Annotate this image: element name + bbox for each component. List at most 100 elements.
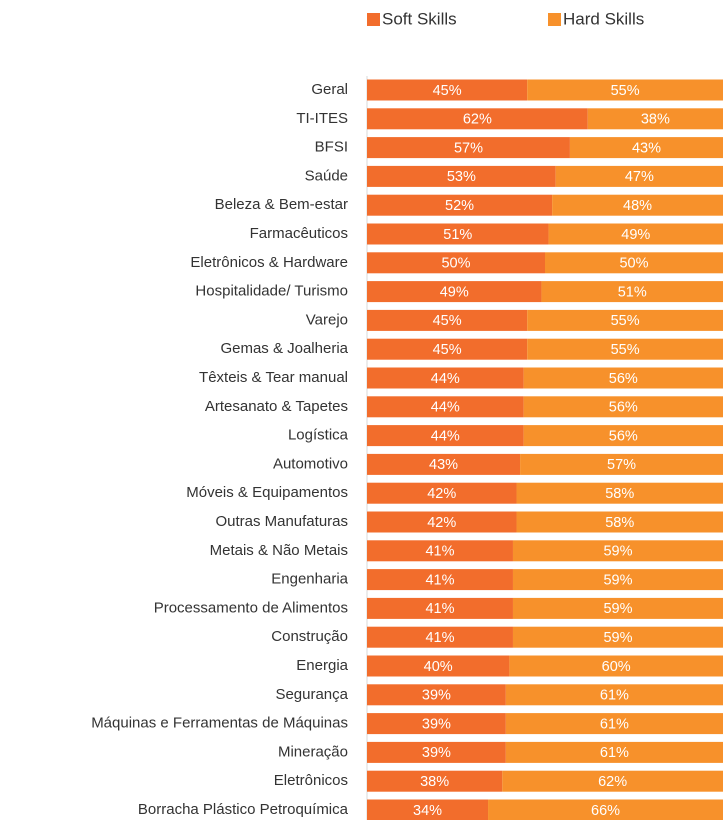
value-label: 43% bbox=[429, 457, 458, 473]
value-label: 48% bbox=[623, 198, 652, 214]
bar-segment bbox=[512, 626, 723, 648]
bar-segment bbox=[367, 194, 553, 216]
y-tick-label: Construção bbox=[271, 628, 348, 645]
bar-segment bbox=[505, 713, 723, 735]
value-label: 44% bbox=[431, 428, 460, 444]
bar-segment bbox=[505, 741, 723, 763]
value-label: 44% bbox=[431, 371, 460, 387]
bar-segment bbox=[555, 165, 723, 187]
value-label: 42% bbox=[427, 486, 456, 502]
y-tick-label: Máquinas e Ferramentas de Máquinas bbox=[91, 715, 348, 732]
bar-segment bbox=[367, 396, 524, 418]
value-label: 50% bbox=[619, 256, 648, 272]
value-label: 34% bbox=[413, 803, 442, 819]
value-label: 38% bbox=[420, 774, 449, 790]
value-label: 45% bbox=[433, 342, 462, 358]
bar-segment bbox=[367, 309, 528, 331]
bar-segment bbox=[367, 165, 556, 187]
bar-segment bbox=[367, 108, 588, 130]
bar-segment bbox=[541, 281, 723, 303]
y-tick-label: Eletrônicos bbox=[274, 772, 348, 789]
bar-segment bbox=[527, 309, 723, 331]
bar-segment bbox=[367, 281, 542, 303]
bar-segment bbox=[367, 425, 524, 447]
bar-segment bbox=[502, 770, 723, 792]
bar-segment bbox=[523, 396, 723, 418]
y-tick-label: Mineração bbox=[278, 743, 348, 760]
bar-segment bbox=[569, 137, 723, 159]
bar-segment bbox=[512, 540, 723, 562]
bar-segment bbox=[505, 684, 723, 706]
bar-segment bbox=[367, 655, 510, 677]
bar-segment bbox=[367, 338, 528, 360]
value-label: 59% bbox=[603, 572, 632, 588]
y-tick-label: Processamento de Alimentos bbox=[154, 599, 348, 616]
y-tick-label: Têxteis & Tear manual bbox=[199, 369, 348, 386]
y-tick-label: Hospitalidade/ Turismo bbox=[195, 283, 348, 300]
value-label: 61% bbox=[600, 688, 629, 704]
bar-segment bbox=[367, 626, 513, 648]
value-label: 59% bbox=[603, 544, 632, 560]
value-label: 58% bbox=[605, 515, 634, 531]
bar-segment bbox=[587, 108, 723, 130]
value-label: 41% bbox=[425, 544, 454, 560]
bar-segment bbox=[367, 713, 506, 735]
bar-segment bbox=[548, 223, 723, 245]
value-label: 39% bbox=[422, 745, 451, 761]
y-tick-label: Logística bbox=[288, 427, 349, 444]
y-tick-label: TI-ITES bbox=[296, 110, 348, 127]
legend-label: Soft Skills bbox=[382, 9, 457, 28]
y-tick-label: Energia bbox=[296, 657, 348, 674]
value-label: 38% bbox=[641, 112, 670, 128]
bar-segment bbox=[367, 223, 549, 245]
value-label: 57% bbox=[607, 457, 636, 473]
value-label: 56% bbox=[609, 428, 638, 444]
y-tick-label: Saúde bbox=[305, 167, 348, 184]
value-label: 57% bbox=[454, 140, 483, 156]
value-label: 55% bbox=[611, 83, 640, 99]
value-label: 51% bbox=[443, 227, 472, 243]
bar-segment bbox=[367, 540, 513, 562]
bar-segment bbox=[545, 252, 723, 274]
y-tick-label: Borracha Plástico Petroquímica bbox=[138, 801, 349, 818]
bar-segment bbox=[509, 655, 723, 677]
bar-segment bbox=[516, 482, 723, 504]
bar-segment bbox=[523, 425, 723, 447]
value-label: 49% bbox=[440, 284, 469, 300]
y-tick-label: Metais & Não Metais bbox=[210, 542, 348, 559]
bar-segment bbox=[367, 597, 513, 619]
y-tick-label: Móveis & Equipamentos bbox=[186, 484, 348, 501]
value-label: 41% bbox=[425, 601, 454, 617]
bar-segment bbox=[488, 799, 723, 820]
value-label: 62% bbox=[598, 774, 627, 790]
bar-segment bbox=[367, 137, 570, 159]
value-label: 61% bbox=[600, 716, 629, 732]
y-tick-label: Automotivo bbox=[273, 455, 348, 472]
y-tick-label: Artesanato & Tapetes bbox=[205, 398, 348, 415]
bar-segment bbox=[367, 367, 524, 389]
y-tick-label: Geral bbox=[311, 81, 348, 98]
value-label: 55% bbox=[611, 342, 640, 358]
y-tick-label: Farmacêuticos bbox=[250, 225, 348, 242]
bar-segment bbox=[520, 453, 723, 475]
value-label: 55% bbox=[611, 313, 640, 329]
value-label: 45% bbox=[433, 313, 462, 329]
y-tick-label: Outras Manufaturas bbox=[215, 513, 348, 530]
value-label: 40% bbox=[424, 659, 453, 675]
value-label: 39% bbox=[422, 716, 451, 732]
bar-segment bbox=[527, 338, 723, 360]
value-label: 52% bbox=[445, 198, 474, 214]
value-label: 58% bbox=[605, 486, 634, 502]
bar-segment bbox=[512, 569, 723, 591]
bar-segment bbox=[516, 511, 723, 533]
value-label: 61% bbox=[600, 745, 629, 761]
value-label: 44% bbox=[431, 400, 460, 416]
bar-segment bbox=[367, 252, 545, 274]
legend-swatch bbox=[367, 13, 380, 26]
value-label: 56% bbox=[609, 400, 638, 416]
value-label: 41% bbox=[425, 572, 454, 588]
y-tick-label: Varejo bbox=[306, 311, 348, 328]
bar-segment bbox=[512, 597, 723, 619]
bar-segment bbox=[367, 482, 517, 504]
